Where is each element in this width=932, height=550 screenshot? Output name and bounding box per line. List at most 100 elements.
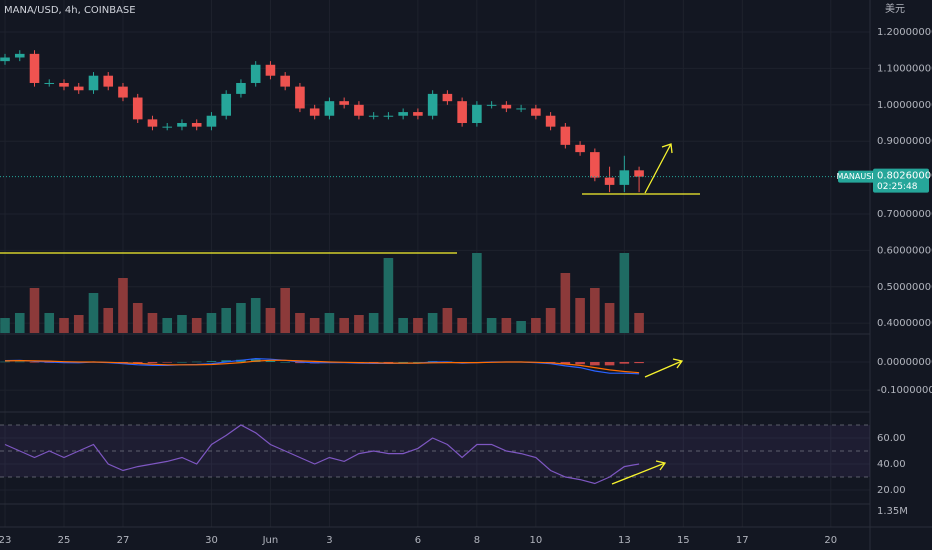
macd-histogram-bar	[619, 361, 630, 364]
candle-body	[236, 82, 246, 94]
candle-body	[221, 93, 231, 116]
volume-bar	[472, 253, 482, 333]
volume-bar	[545, 308, 556, 333]
volume-bar	[575, 298, 585, 333]
y-tick-label: 20.00	[877, 485, 906, 496]
volume-bar	[265, 308, 276, 333]
candle-body	[250, 64, 261, 83]
volume-bar	[147, 313, 158, 333]
candle-body	[575, 144, 585, 153]
candle-body	[413, 112, 423, 116]
x-tick-label: 15	[677, 535, 690, 546]
x-tick-label: 3	[326, 535, 332, 546]
candle-body	[191, 123, 202, 127]
macd-histogram-bar	[177, 361, 187, 363]
volume-bar	[236, 303, 246, 333]
volume-bar	[531, 318, 541, 333]
candle-body	[501, 104, 512, 109]
candle-body	[29, 53, 40, 83]
candle-body	[560, 126, 571, 145]
x-tick-label: 13	[618, 535, 631, 546]
volume-bar	[354, 315, 364, 333]
volume-bar	[442, 308, 453, 333]
candle-body	[354, 104, 364, 116]
marks	[0, 50, 870, 485]
drawings	[0, 143, 700, 485]
candle-body	[118, 86, 128, 98]
macd-histogram-bar	[191, 361, 202, 363]
macd-histogram-bar	[221, 360, 231, 362]
candle-body	[177, 123, 187, 127]
volume-bar	[221, 308, 231, 333]
candle-body	[427, 93, 438, 116]
macd-histogram-bar	[162, 361, 173, 363]
price-badge	[873, 168, 929, 193]
y-tick-label: 0.60000000	[877, 245, 932, 256]
candle-body	[265, 64, 276, 76]
volume-bar	[634, 313, 644, 333]
y-tick-label: 60.00	[877, 433, 906, 444]
candle-body	[162, 126, 173, 128]
candle-body	[531, 108, 541, 116]
volume-bar	[516, 321, 526, 333]
candle-body	[14, 53, 25, 58]
volume-bar	[44, 313, 55, 333]
x-tick-label: 20	[824, 535, 837, 546]
candle-body	[309, 108, 320, 116]
volume-bar	[162, 318, 173, 333]
volume-bar	[177, 315, 187, 333]
volume-bar	[501, 318, 512, 333]
candle-body	[73, 86, 84, 91]
y-tick-label: 1.20000000	[877, 27, 932, 38]
volume-bar	[413, 318, 423, 333]
y-tick-label: 0.90000000	[877, 136, 932, 147]
macd-histogram-bar	[265, 360, 276, 362]
volume-scale-label: 1.35M	[877, 506, 908, 517]
y-tick-label: 0.40000000	[877, 318, 932, 329]
volume-bar	[73, 315, 84, 333]
volume-bar	[206, 313, 217, 333]
macd-histogram-bar	[590, 361, 600, 366]
candle-body	[590, 152, 600, 178]
volume-bar	[590, 288, 600, 333]
candle-body	[619, 170, 630, 185]
macd-histogram-bar	[575, 361, 585, 365]
x-tick-label: 17	[736, 535, 749, 546]
symbol-badge	[838, 170, 876, 183]
x-tick-label: 30	[205, 535, 218, 546]
arrow	[644, 358, 684, 378]
volume-bar	[383, 258, 394, 333]
x-tick-label: 25	[58, 535, 71, 546]
volume-bar	[309, 318, 320, 333]
last-price-label: 0.80260000	[877, 171, 932, 182]
volume-bar	[339, 318, 349, 333]
candle-body	[442, 93, 453, 102]
x-tick-label: 8	[474, 535, 480, 546]
candle-body	[604, 177, 615, 185]
macd-histogram-bar	[560, 361, 571, 364]
y-tick-label: 0.70000000	[877, 209, 932, 220]
candle-body	[0, 57, 10, 62]
y-tick-label: -0.10000000	[877, 385, 932, 396]
candle-body	[486, 104, 497, 106]
y-tick-label: 1.10000000	[877, 63, 932, 74]
macd-histogram-bar	[206, 361, 217, 362]
macd-histogram-bar	[398, 361, 408, 363]
macd-histogram-bar	[634, 361, 644, 364]
candle-body	[59, 82, 69, 87]
volume-bar	[427, 313, 438, 333]
arrow	[611, 460, 667, 485]
macd-histogram-bar	[0, 361, 10, 363]
candle-body	[280, 75, 290, 87]
volume-bar	[191, 318, 202, 333]
volume-bar	[324, 313, 335, 333]
candle-body	[457, 101, 467, 124]
volume-bar	[132, 303, 143, 333]
volume-bar	[14, 313, 25, 333]
y-tick-label: 0.50000000	[877, 282, 932, 293]
volume-bar	[103, 308, 114, 333]
candle-body	[339, 101, 349, 105]
y-tick-label: 40.00	[877, 459, 906, 470]
candle-body	[634, 170, 644, 177]
